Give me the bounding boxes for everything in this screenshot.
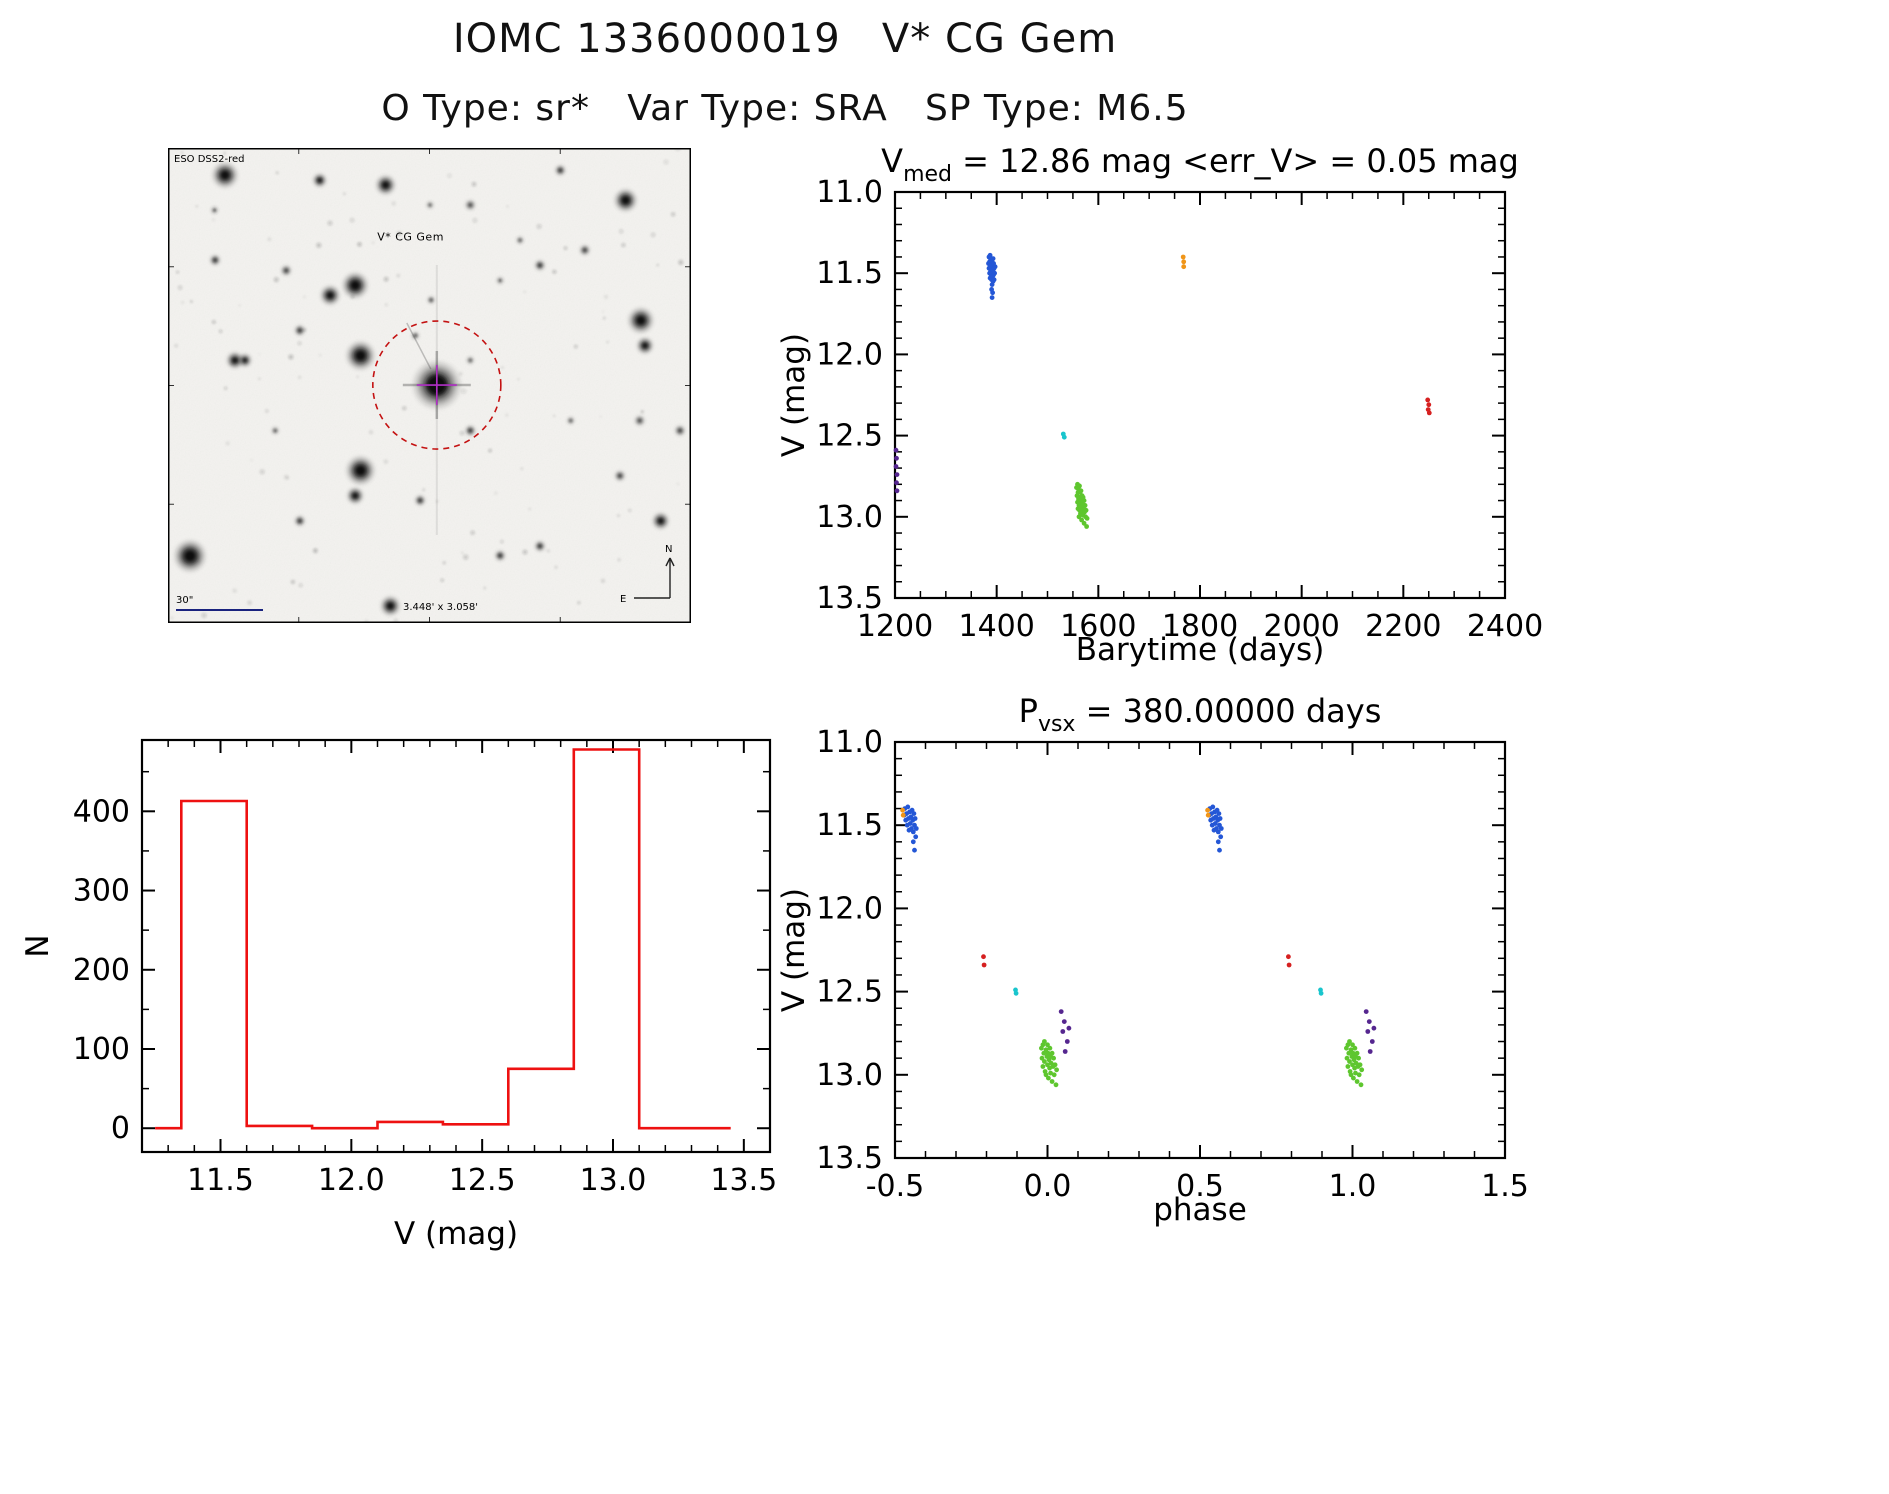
lightcurve-plot: 1200 1400 1600 1800 2000 2200 2400 11.0 11.5 12.0… [776,140,1559,692]
compass-icon [634,557,675,599]
svg-text:400: 400 [73,794,130,829]
field-stars [172,160,687,618]
target-circle-icon [372,320,502,450]
lightcurve-points-orange [1180,254,1187,270]
svg-text:12.0: 12.0 [318,1163,385,1198]
phase-points-red [981,954,1292,968]
svg-text:2200: 2200 [1365,609,1441,644]
svg-text:2400: 2400 [1467,609,1543,644]
phase-points-orange [900,807,1211,818]
phase-folded-plot: -0.5 0.0 0.5 1.0 1.5 11.0 11.5 12.0 12.5 13.0 13.5… [776,690,1559,1274]
phase-title: Pvsx = 380.00000 days [1019,692,1382,737]
magnitude-histogram: 11.5 12.0 12.5 13.0 13.5 0 100 200 300 400 V (mag)… [10,690,810,1294]
phase-axes [893,740,1507,1160]
svg-text:11.0: 11.0 [816,175,883,210]
svg-text:200: 200 [73,953,130,988]
svg-text:13.0: 13.0 [816,1058,883,1093]
phase-points-cyan [1013,987,1324,996]
svg-text:12.5: 12.5 [449,1163,516,1198]
phase-ylabel: V (mag) [780,888,812,1012]
svg-text:1800: 1800 [1162,609,1238,644]
page-subtitle: O Type: sr* Var Type: SRA SP Type: M6.5 [381,88,1189,129]
lightcurve-points-purple [893,447,900,494]
svg-text:13.5: 13.5 [816,1141,883,1176]
svg-text:1200: 1200 [857,609,933,644]
scale-label: 30" [176,595,193,606]
phase-svg: -0.5 0.0 0.5 1.0 1.5 11.0 11.5 12.0 12.5 13.0 13.5… [776,692,1529,1228]
fov-label: 3.448' x 3.058' [403,602,478,613]
histogram-labels: 11.5 12.0 12.5 13.0 13.5 0 100 200 300 400 V (mag)… [20,794,777,1252]
phase-points-purple [1058,1009,1377,1054]
page-title: IOMC 1336000019 V* CG Gem [452,16,1118,62]
svg-text:11.0: 11.0 [816,725,883,760]
finder-annotations: ESO DSS2-red V* CG Gem 30" 3.448' x 3.058' N… [174,154,675,613]
finder-chart: ESO DSS2-red V* CG Gem 30" 3.448' x 3.058' N… [168,145,691,624]
histogram-svg: 11.5 12.0 12.5 13.0 13.5 0 100 200 300 400 V (mag)… [20,738,777,1252]
svg-text:-0.5: -0.5 [866,1169,925,1204]
svg-text:0: 0 [111,1111,130,1146]
svg-text:1400: 1400 [958,609,1034,644]
survey-label: ESO DSS2-red [174,154,244,165]
target-star [372,265,502,536]
lightcurve-points-blue [986,252,998,300]
svg-text:12.5: 12.5 [816,419,883,454]
svg-text:12.0: 12.0 [816,337,883,372]
svg-text:11.5: 11.5 [187,1163,254,1198]
svg-text:300: 300 [73,874,130,909]
svg-text:13.5: 13.5 [816,581,883,616]
lightcurve-title: Vmed = 12.86 mag <err_V> = 0.05 mag [881,142,1519,187]
histogram-ylabel: N [20,934,56,957]
histogram-axes [140,738,772,1154]
finder-frame [168,148,691,623]
svg-text:13.0: 13.0 [580,1163,647,1198]
compass-north-label: N [665,544,672,555]
svg-text:12.5: 12.5 [816,975,883,1010]
svg-text:100: 100 [73,1032,130,1067]
lightcurve-axes [893,190,1507,600]
svg-text:1.5: 1.5 [1481,1169,1529,1204]
svg-text:0.5: 0.5 [1176,1169,1224,1204]
lightcurve-xlabel: Barytime (days) [1076,632,1325,668]
lightcurve-ylabel: V (mag) [780,333,812,457]
svg-text:11.5: 11.5 [816,808,883,843]
phase-labels: -0.5 0.0 0.5 1.0 1.5 11.0 11.5 12.0 12.5 13.0 13.5… [776,725,1529,1228]
phase-xlabel: phase [1153,1192,1247,1228]
phase-points-blue [901,804,1224,853]
svg-text:0.0: 0.0 [1024,1169,1072,1204]
histogram-xlabel: V (mag) [394,1216,518,1252]
svg-text:13.5: 13.5 [710,1163,777,1198]
svg-text:11.5: 11.5 [816,256,883,291]
svg-text:2000: 2000 [1263,609,1339,644]
finder-svg: ESO DSS2-red V* CG Gem 30" 3.448' x 3.058' N… [168,145,691,624]
svg-text:1.0: 1.0 [1329,1169,1377,1204]
target-name-label: V* CG Gem [377,231,444,244]
compass-east-label: E [620,594,626,605]
svg-text:13.0: 13.0 [816,500,883,535]
lightcurve-labels: 1200 1400 1600 1800 2000 2200 2400 11.0 11.5 12.0… [776,175,1543,668]
phase-points-green [1039,1039,1365,1088]
svg-text:12.0: 12.0 [816,891,883,926]
lightcurve-points-red [1425,397,1432,416]
svg-text:1600: 1600 [1060,609,1136,644]
histogram-outline [155,748,731,1130]
lightcurve-points-cyan [1060,431,1067,440]
lightcurve-svg: 1200 1400 1600 1800 2000 2200 2400 11.0 11.5 12.0… [776,142,1543,668]
lightcurve-points-green [1074,481,1090,529]
